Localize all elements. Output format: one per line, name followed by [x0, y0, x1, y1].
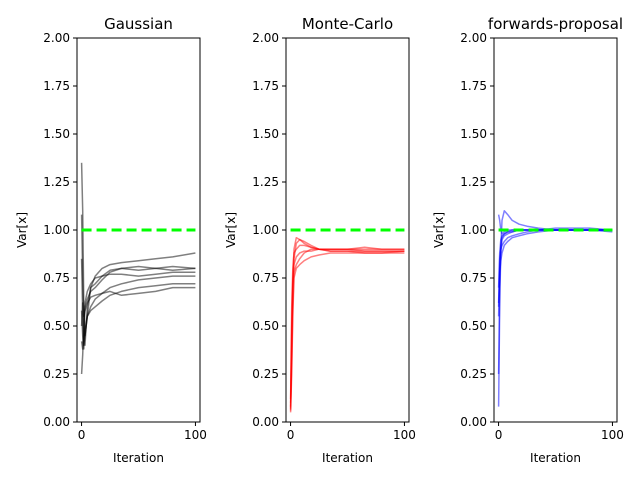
series-line-6	[80, 265, 196, 350]
chart-title: forwards-proposal	[488, 15, 623, 33]
y-tick-label: 1.25	[43, 175, 70, 189]
chart-title: Monte-Carlo	[302, 15, 393, 33]
y-tick-label: 0.75	[252, 271, 279, 285]
y-tick-label: 1.75	[252, 79, 279, 93]
y-tick-label: 1.75	[460, 79, 487, 93]
y-tick-label: 1.00	[43, 223, 70, 237]
y-tick-label: 1.25	[252, 175, 279, 189]
y-tick-label: 2.00	[460, 31, 487, 45]
y-tick-label: 0.75	[460, 271, 487, 285]
x-tick-label: 0	[495, 428, 503, 442]
y-tick-label: 1.00	[252, 223, 279, 237]
y-axis-label: Var[x]	[15, 212, 29, 248]
y-tick-label: 0.25	[460, 367, 487, 381]
series-line-0	[80, 162, 196, 337]
x-axis-label: Iteration	[113, 451, 164, 465]
y-tick-label: 1.50	[43, 127, 70, 141]
x-tick-label: 0	[287, 428, 295, 442]
series-line-4	[289, 244, 405, 400]
series-line-3	[289, 252, 405, 413]
x-axis-label: Iteration	[322, 451, 373, 465]
y-tick-label: 2.00	[252, 31, 279, 45]
series-line-5	[497, 229, 613, 307]
y-tick-label: 0.25	[43, 367, 70, 381]
series-line-1	[289, 236, 405, 403]
y-tick-label: 0.50	[43, 319, 70, 333]
chart-title: Gaussian	[104, 15, 173, 33]
y-tick-label: 1.75	[43, 79, 70, 93]
series-line-4	[497, 229, 613, 304]
chart-panel-0: 0.00 0.25 0.50 0.75 1.00 1.25 1.50 1.75 2.00 0 100…	[15, 15, 207, 465]
y-axis-label: Var[x]	[224, 212, 238, 248]
series-line-5	[80, 286, 196, 327]
series-line-0	[289, 238, 405, 411]
y-tick-label: 0.00	[43, 415, 70, 429]
series-line-4	[80, 283, 196, 350]
series-line-1	[497, 229, 613, 375]
y-tick-label: 0.50	[460, 319, 487, 333]
y-tick-label: 0.50	[252, 319, 279, 333]
series-line-2	[289, 248, 405, 407]
series-line-2	[497, 229, 613, 317]
y-tick-label: 0.00	[252, 415, 279, 429]
y-axis-label: Var[x]	[432, 212, 446, 248]
y-tick-label: 1.25	[460, 175, 487, 189]
x-axis-label: Iteration	[530, 451, 581, 465]
series-line-5	[289, 248, 405, 409]
chart-panel-2: 0.00 0.25 0.50 0.75 1.00 1.25 1.50 1.75 2.00 0 100…	[432, 15, 624, 465]
y-tick-label: 2.00	[43, 31, 70, 45]
x-tick-label: 0	[78, 428, 86, 442]
series-line-0	[497, 210, 613, 407]
y-tick-label: 0.75	[43, 271, 70, 285]
y-tick-label: 1.00	[460, 223, 487, 237]
x-tick-label: 100	[601, 428, 624, 442]
x-tick-label: 100	[184, 428, 207, 442]
y-tick-label: 0.25	[252, 367, 279, 381]
x-tick-label: 100	[393, 428, 416, 442]
y-tick-label: 0.00	[460, 415, 487, 429]
y-tick-label: 1.50	[460, 127, 487, 141]
chart-panel-1: 0.00 0.25 0.50 0.75 1.00 1.25 1.50 1.75 2.00 0 100…	[224, 15, 416, 465]
y-tick-label: 1.50	[252, 127, 279, 141]
